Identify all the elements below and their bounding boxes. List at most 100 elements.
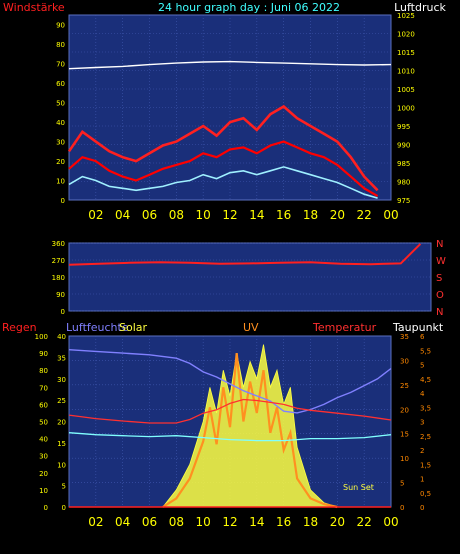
direction-series	[68, 243, 422, 266]
pressure-tick-label: 1025	[397, 12, 415, 20]
x-tick-label: 02	[88, 208, 103, 222]
direction-tick-label: 270	[52, 257, 65, 265]
rain-tick-label: 5	[62, 483, 66, 491]
uv-tick-label: 4	[420, 390, 425, 398]
compass-tick-label: W	[436, 256, 446, 267]
wind-tick-label: 60	[56, 80, 65, 88]
wind-tick-label: 30	[56, 139, 65, 147]
wind-pressure-series	[67, 60, 392, 199]
dewpoint-line	[68, 432, 392, 442]
wind-tick-label: 70	[56, 61, 65, 69]
sunset-annotation: Sun Set	[343, 483, 374, 492]
humidity-tick-label: 50	[39, 419, 48, 427]
temp-humidity-axes: 0102030405060708090100051015202530354005…	[35, 333, 432, 529]
humidity-axis-title: Luftfeuchte	[66, 321, 129, 334]
solar-axis-title: Solar	[119, 321, 148, 334]
wind-axis-title: Windstärke	[3, 1, 65, 14]
compass-tick-label: O	[436, 290, 444, 301]
pressure-line	[68, 60, 392, 70]
compass-tick-label: N	[436, 239, 443, 250]
humidity-tick-label: 20	[39, 470, 48, 478]
wind-tick-label: 90	[56, 22, 65, 30]
uv-tick-label: 0	[420, 504, 424, 512]
uv-tick-label: 1,5	[420, 461, 431, 469]
pressure-tick-label: 980	[397, 179, 410, 187]
humidity-tick-label: 10	[39, 487, 48, 495]
wind-pressure-grid	[69, 15, 391, 200]
wind-tick-label: 10	[56, 178, 65, 186]
x-tick-label: 00	[383, 208, 398, 222]
x-tick-label: 04	[115, 515, 130, 529]
x-tick-label: 20	[330, 515, 345, 529]
direction-tick-label: 90	[56, 291, 65, 299]
x-tick-label: 22	[357, 515, 372, 529]
humidity-tick-label: 70	[39, 384, 48, 392]
compass-tick-label: N	[436, 307, 443, 318]
temperature-tick-label: 5	[400, 480, 404, 488]
x-tick-label: 12	[222, 208, 237, 222]
rain-tick-label: 20	[57, 419, 66, 427]
gust-line	[67, 104, 379, 192]
rain-tick-label: 35	[57, 354, 66, 362]
temp-humidity-series	[68, 344, 392, 509]
direction-tick-label: 180	[52, 274, 65, 282]
x-tick-label: 06	[142, 208, 157, 222]
pressure-tick-label: 990	[397, 142, 410, 150]
uv-tick-label: 5,5	[420, 347, 431, 355]
x-tick-label: 10	[196, 515, 211, 529]
rain-tick-label: 15	[57, 440, 66, 448]
wind-tick-label: 20	[56, 158, 65, 166]
temperature-tick-label: 30	[400, 357, 409, 365]
x-tick-label: 16	[276, 208, 291, 222]
wind-tick-label: 0	[61, 197, 65, 205]
humidity-tick-label: 40	[39, 436, 48, 444]
humidity-line	[68, 349, 392, 414]
x-tick-label: 04	[115, 208, 130, 222]
rain-tick-label: 25	[57, 397, 66, 405]
x-tick-label: 08	[169, 208, 184, 222]
uv-axis-title: UV	[243, 321, 259, 334]
wind-tick-label: 50	[56, 100, 65, 108]
humidity-tick-label: 60	[39, 401, 48, 409]
pressure-tick-label: 1015	[397, 49, 415, 57]
uv-tick-label: 1	[420, 476, 424, 484]
direction-tick-label: 0	[61, 308, 65, 316]
uv-tick-label: 4,5	[420, 376, 431, 384]
uv-tick-label: 5	[420, 362, 424, 370]
x-tick-label: 16	[276, 515, 291, 529]
pressure-tick-label: 1010	[397, 68, 415, 76]
uv-tick-label: 0,5	[420, 490, 431, 498]
x-tick-label: 14	[249, 515, 264, 529]
pressure-axis-title: Luftdruck	[394, 1, 446, 14]
rain-axis-title: Regen	[2, 321, 37, 334]
x-tick-label: 10	[196, 208, 211, 222]
temperature-tick-label: 20	[400, 406, 409, 414]
x-tick-label: 18	[303, 208, 318, 222]
pressure-tick-label: 1005	[397, 86, 415, 94]
pressure-tick-label: 995	[397, 123, 410, 131]
x-tick-label: 00	[383, 515, 398, 529]
chart-title: 24 hour graph day : Juni 06 2022	[158, 1, 340, 14]
pressure-tick-label: 975	[397, 197, 410, 205]
rain-tick-label: 0	[62, 504, 66, 512]
temperature-axis-title: Temperatur	[312, 321, 377, 334]
x-tick-label: 20	[330, 208, 345, 222]
temperature-tick-label: 35	[400, 333, 409, 341]
wind-line	[68, 140, 379, 198]
solar-area	[162, 344, 338, 508]
compass-tick-label: S	[436, 273, 442, 284]
x-tick-label: 18	[303, 515, 318, 529]
humidity-tick-label: 80	[39, 367, 48, 375]
humidity-tick-label: 30	[39, 453, 48, 461]
x-tick-label: 12	[222, 515, 237, 529]
pressure-tick-label: 1020	[397, 31, 415, 39]
wind-tick-label: 80	[56, 41, 65, 49]
humidity-tick-label: 100	[35, 333, 48, 341]
x-tick-label: 02	[88, 515, 103, 529]
pressure-tick-label: 985	[397, 160, 410, 168]
humidity-tick-label: 90	[39, 350, 48, 358]
x-tick-label: 08	[169, 515, 184, 529]
temperature-line	[68, 398, 392, 424]
